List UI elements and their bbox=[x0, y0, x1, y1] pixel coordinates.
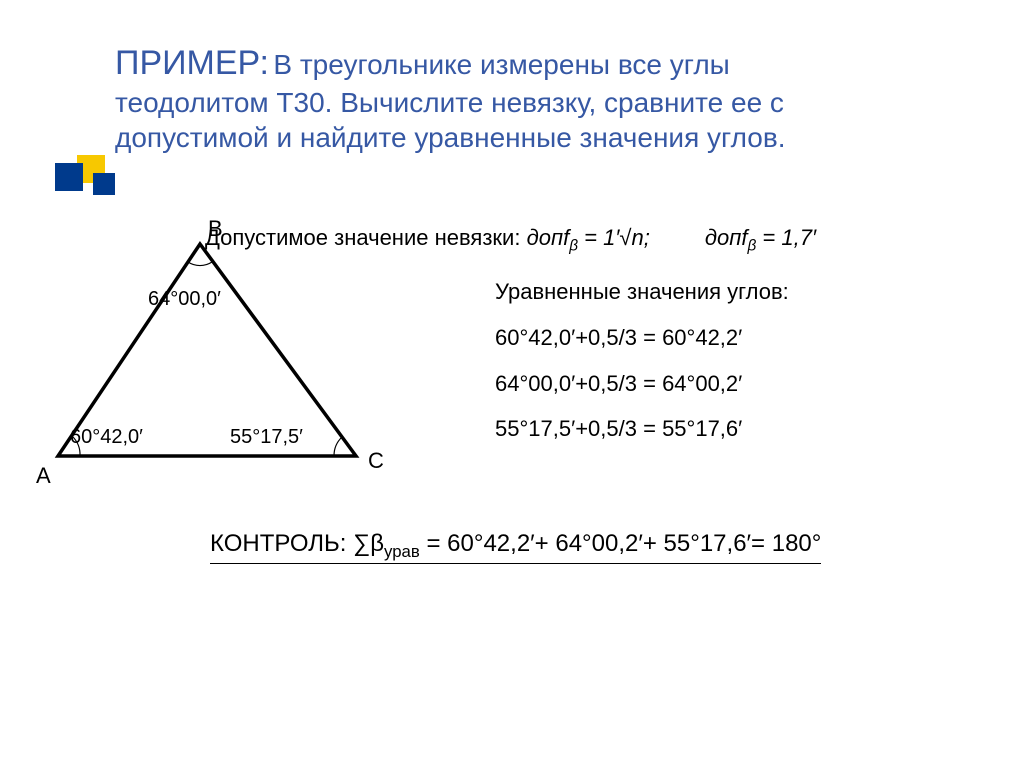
adjusted-row-2: 64°00,0′+0,5/3 = 64°00,2′ bbox=[495, 368, 1005, 400]
adjusted-row-1: 60°42,0′+0,5/3 = 60°42,2′ bbox=[495, 322, 1005, 354]
control-line: КОНТРОЛЬ: ∑βурав = 60°42,2′+ 64°00,2′+ 5… bbox=[210, 530, 821, 564]
control-sigma: ∑β bbox=[353, 530, 384, 557]
content-column: Допустимое значение невязки: допfβ = 1′√… bbox=[205, 222, 1005, 459]
adjusted-heading: Уравненные значения углов: bbox=[495, 276, 1005, 308]
tol-f2-sub: β bbox=[748, 237, 757, 254]
adjusted-row-3: 55°17,5′+0,5/3 = 55°17,6′ bbox=[495, 413, 1005, 445]
title-line2: теодолитом Т30. Вычислите невязку, сравн… bbox=[115, 87, 784, 118]
control-sub: урав bbox=[384, 542, 420, 561]
slide-title: ПРИМЕР: В треугольнике измерены все углы… bbox=[115, 42, 955, 155]
control-label: КОНТРОЛЬ: bbox=[210, 530, 353, 557]
slide-logo bbox=[55, 155, 115, 215]
adjusted-angles-block: Уравненные значения углов: 60°42,0′+0,5/… bbox=[495, 276, 1005, 446]
tolerance-label: Допустимое значение невязки: bbox=[205, 225, 520, 250]
title-line3: допустимой и найдите уравненные значения… bbox=[115, 122, 785, 153]
angle-A-val: 60°42,0′ bbox=[70, 426, 143, 449]
tol-f1-lhs: допf bbox=[527, 225, 570, 250]
title-prefix: ПРИМЕР: bbox=[115, 44, 269, 82]
tol-f1-sub: β bbox=[569, 237, 578, 254]
tol-f2-lhs: допf bbox=[705, 225, 748, 250]
tolerance-line: Допустимое значение невязки: допfβ = 1′√… bbox=[205, 222, 1005, 258]
vertex-A: A bbox=[36, 463, 51, 489]
title-line1: В треугольнике измерены все углы bbox=[273, 49, 729, 80]
tol-f2-rhs: = 1,7′ bbox=[756, 225, 816, 250]
control-rhs: = 60°42,2′+ 64°00,2′+ 55°17,6′= 180° bbox=[420, 530, 822, 557]
tol-f1-rhs: = 1′√n; bbox=[578, 225, 650, 250]
